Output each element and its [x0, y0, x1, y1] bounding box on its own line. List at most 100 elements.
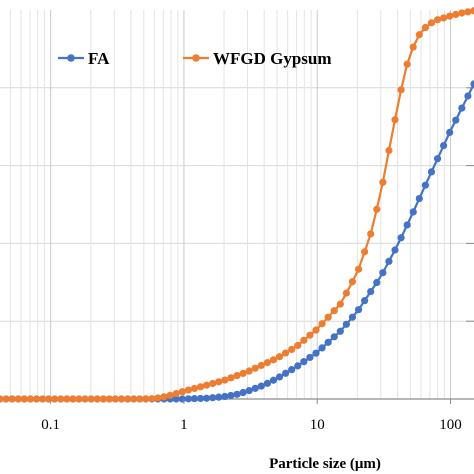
data-point	[51, 395, 59, 403]
data-point	[117, 395, 126, 403]
data-point	[348, 278, 357, 286]
data-point	[38, 395, 47, 403]
data-point	[75, 395, 83, 403]
data-point	[215, 393, 223, 401]
data-point	[172, 395, 180, 403]
data-point	[330, 333, 338, 341]
x-tick-label: 1	[180, 417, 188, 433]
data-point	[99, 395, 107, 403]
data-point	[342, 320, 350, 328]
data-point	[470, 80, 474, 88]
data-point	[470, 7, 474, 15]
data-point	[227, 391, 235, 400]
data-point	[105, 395, 113, 403]
data-point	[130, 395, 138, 403]
data-point	[239, 369, 247, 377]
data-point	[336, 327, 344, 335]
data-point	[154, 394, 162, 402]
data-point	[330, 307, 338, 315]
data-point	[409, 208, 417, 216]
data-point	[111, 395, 120, 403]
data-point	[196, 394, 205, 403]
series-line	[0, 83, 474, 401]
data-point	[63, 395, 71, 403]
data-point	[421, 181, 429, 189]
data-point	[269, 376, 278, 384]
data-point	[178, 388, 186, 396]
data-point	[221, 376, 229, 384]
data-point	[452, 10, 460, 19]
data-point	[282, 369, 290, 377]
data-point	[446, 12, 454, 20]
data-point	[209, 394, 217, 402]
data-point	[458, 9, 466, 17]
data-point	[361, 297, 369, 305]
data-point	[427, 168, 436, 176]
data-point	[190, 395, 199, 403]
data-point	[464, 8, 472, 16]
data-point	[300, 336, 308, 344]
series-fa	[0, 80, 474, 403]
data-point	[318, 320, 326, 328]
data-point	[318, 344, 326, 352]
data-point	[415, 31, 423, 39]
data-point	[32, 395, 41, 403]
data-point	[354, 306, 363, 314]
data-point	[245, 367, 253, 375]
data-point	[263, 379, 271, 387]
legend: FA WFGD Gypsum	[58, 49, 332, 68]
data-point	[391, 246, 399, 254]
data-point	[385, 146, 393, 155]
x-tick-labels: 0.1 1 10 100	[41, 399, 462, 433]
data-point	[379, 178, 387, 186]
data-point	[385, 257, 393, 265]
data-point	[312, 349, 320, 357]
data-point	[367, 287, 375, 296]
data-point	[294, 341, 302, 350]
data-point	[373, 205, 381, 213]
data-point	[251, 384, 259, 392]
data-point	[81, 395, 89, 403]
data-point	[288, 366, 296, 374]
series-layer	[0, 7, 474, 403]
data-point	[203, 394, 211, 402]
x-tick-label: 10	[310, 417, 325, 433]
data-point	[239, 388, 247, 397]
data-point	[196, 383, 205, 391]
data-point	[0, 395, 4, 403]
data-point	[458, 104, 466, 112]
x-tick-label: 0.1	[41, 417, 60, 433]
data-point	[184, 395, 192, 403]
data-point	[282, 349, 290, 357]
data-point	[409, 43, 417, 51]
data-point	[160, 393, 168, 401]
data-point	[391, 116, 399, 124]
legend-fa-marker	[67, 54, 75, 62]
data-point	[367, 230, 375, 238]
data-point	[464, 92, 472, 100]
data-point	[263, 359, 271, 367]
data-point	[342, 289, 350, 297]
data-point	[8, 395, 16, 403]
legend-item-wfgd-gypsum: WFGD Gypsum	[183, 49, 332, 68]
legend-wfgd-marker	[192, 54, 200, 62]
data-point	[452, 116, 460, 124]
data-point	[93, 395, 101, 403]
data-point	[433, 16, 442, 24]
legend-fa-label: FA	[88, 49, 110, 68]
data-point	[227, 374, 235, 382]
data-point	[294, 362, 302, 370]
data-point	[361, 248, 369, 256]
data-point	[251, 364, 259, 372]
data-point	[440, 14, 448, 22]
data-point	[184, 386, 192, 394]
data-point	[379, 269, 387, 277]
data-point	[26, 395, 34, 403]
data-point	[57, 395, 65, 403]
data-point	[324, 313, 332, 321]
data-point	[440, 141, 448, 150]
data-point	[233, 372, 241, 380]
series-line	[0, 9, 474, 401]
data-point	[324, 338, 332, 346]
